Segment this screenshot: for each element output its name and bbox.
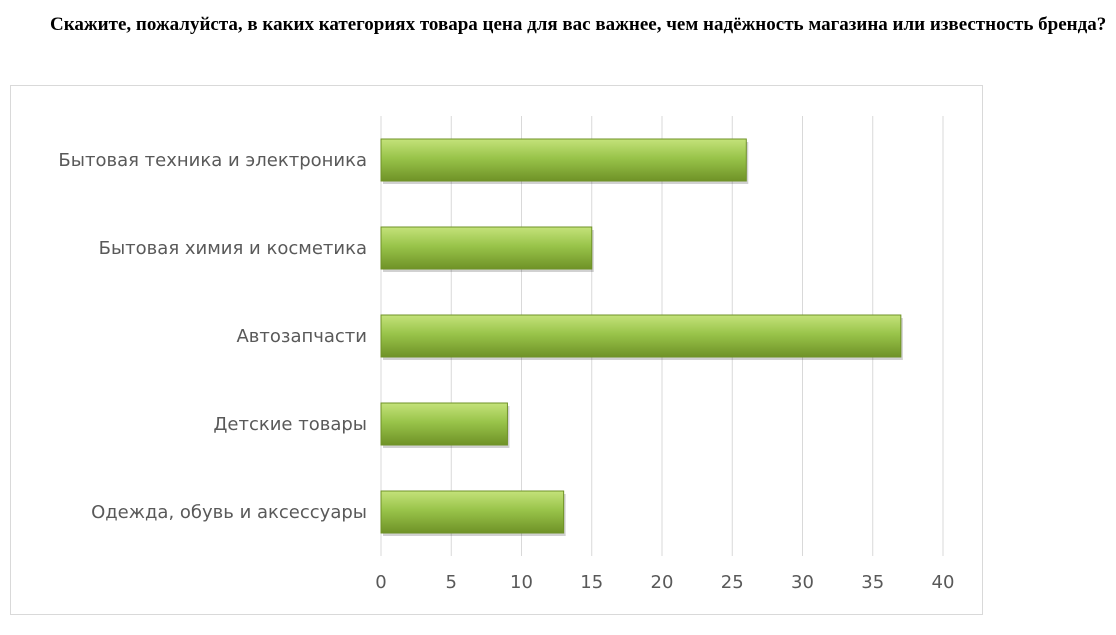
- bar: [380, 314, 902, 358]
- x-tick-label: 40: [932, 572, 955, 593]
- x-tick-label: 15: [580, 572, 603, 593]
- question-text: Скажите, пожалуйста, в каких категориях …: [50, 14, 1107, 35]
- bar: [380, 402, 508, 446]
- bar: [380, 226, 593, 270]
- category-label: Автозапчасти: [236, 326, 367, 347]
- category-label: Бытовая техника и электроника: [58, 150, 367, 171]
- category-label: Одежда, обувь и аксессуары: [91, 502, 367, 523]
- x-tick-label: 25: [721, 572, 744, 593]
- x-tick-label: 0: [375, 572, 386, 593]
- x-tick-label: 5: [446, 572, 457, 593]
- bar: [380, 490, 565, 534]
- x-tick-label: 35: [861, 572, 884, 593]
- x-tick-label: 20: [651, 572, 674, 593]
- category-label: Детские товары: [213, 414, 367, 435]
- bar: [380, 138, 747, 182]
- category-label: Бытовая химия и косметика: [99, 238, 367, 259]
- bar-chart: Бытовая техника и электроника Бытовая хим…: [58, 116, 955, 593]
- x-tick-label: 30: [791, 572, 814, 593]
- chart-area: Бытовая техника и электроника Бытовая хим…: [10, 85, 983, 615]
- x-tick-label: 10: [510, 572, 533, 593]
